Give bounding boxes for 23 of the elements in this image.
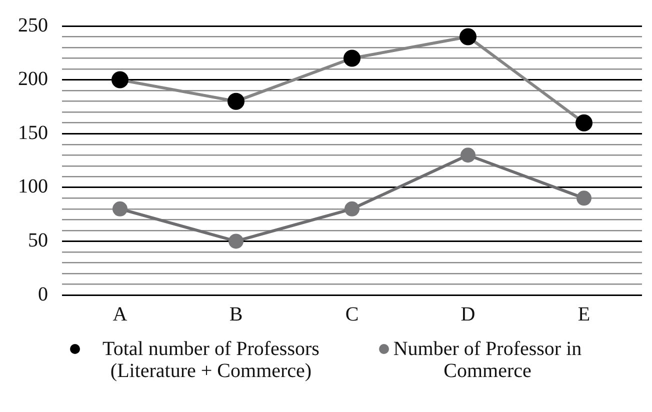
x-tick-label: B (229, 303, 243, 326)
point (112, 201, 128, 216)
point (576, 190, 592, 206)
point (460, 148, 476, 163)
point (228, 234, 244, 249)
x-tick-label: E (578, 303, 590, 326)
point (112, 71, 128, 88)
y-tick-label: 150 (18, 122, 48, 144)
x-tick-label: C (345, 303, 359, 326)
x-tick-label: D (460, 303, 476, 326)
point (344, 50, 360, 67)
point (344, 201, 360, 216)
y-tick-label: 250 (18, 14, 48, 36)
point (228, 92, 244, 110)
legend-label: Total number of Professors (Literature + Commerce) (102, 338, 320, 382)
y-tick-label: 50 (28, 229, 48, 252)
x-tick-label: A (112, 303, 128, 326)
point (460, 28, 476, 46)
y-tick-label: 100 (18, 176, 48, 198)
y-tick-label: 200 (18, 68, 48, 90)
y-tick-label: 0 (38, 283, 48, 306)
legend-label: Number of Professor in Commerce (392, 338, 582, 382)
point (576, 114, 592, 132)
